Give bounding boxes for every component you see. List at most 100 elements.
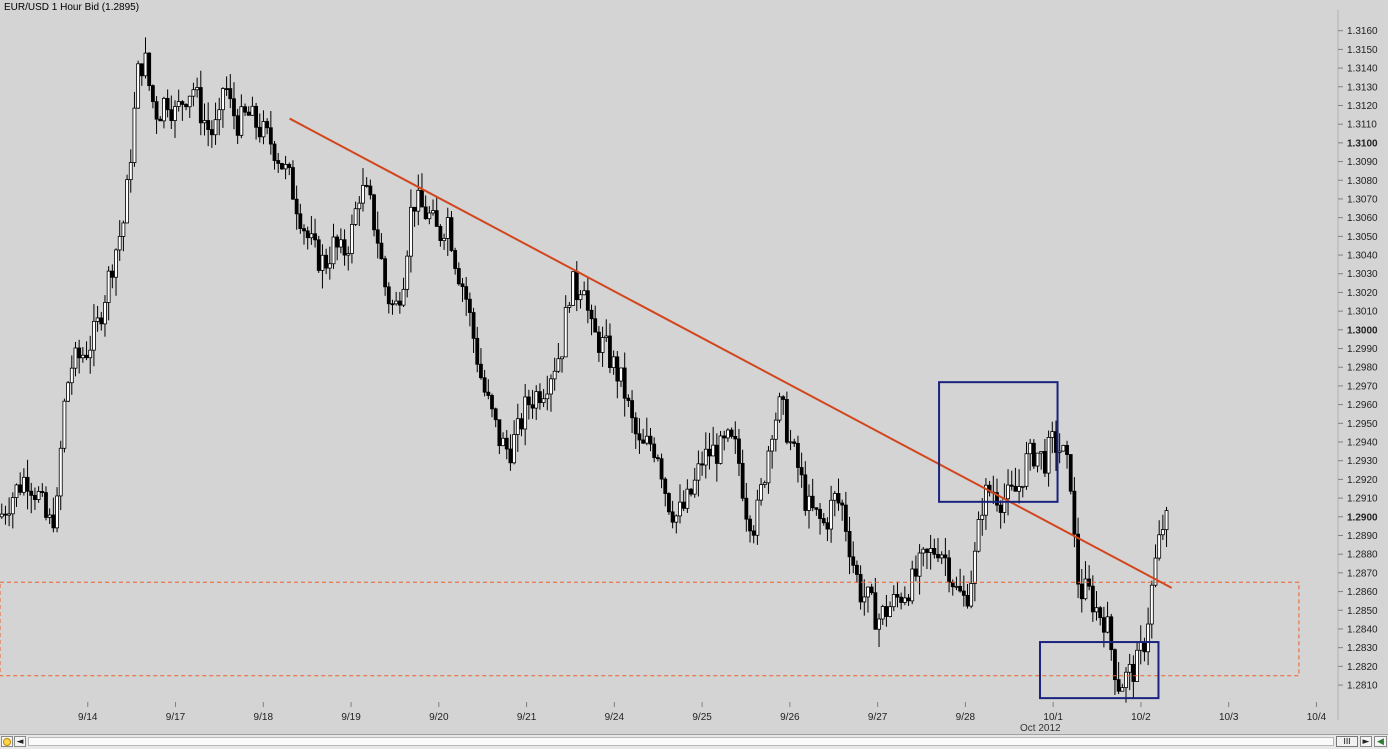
candle-body bbox=[132, 107, 137, 163]
candle-body bbox=[840, 502, 845, 506]
x-tick-label: 9/17 bbox=[166, 712, 186, 723]
candle-body bbox=[512, 434, 517, 464]
candle-body bbox=[213, 119, 218, 136]
candle-body bbox=[88, 349, 93, 359]
candle-body bbox=[372, 194, 376, 231]
x-tick-label: 10/4 bbox=[1307, 712, 1327, 723]
candle-body bbox=[1024, 453, 1029, 487]
scroll-left-button[interactable]: ◄ bbox=[14, 736, 26, 747]
fast-forward-icon[interactable]: ◀ bbox=[1374, 736, 1387, 747]
candle-body bbox=[501, 437, 505, 447]
candle-body bbox=[652, 443, 657, 458]
support-zone-box bbox=[0, 581, 1300, 677]
candle-body bbox=[807, 495, 811, 511]
candle-body bbox=[77, 347, 82, 359]
candle-body bbox=[18, 484, 23, 493]
candle-body bbox=[353, 208, 358, 225]
candle-body bbox=[92, 321, 96, 351]
candle-body bbox=[843, 504, 848, 532]
y-tick-label: 1.3120 bbox=[1347, 101, 1378, 112]
candle-body bbox=[243, 106, 247, 113]
candle-body bbox=[836, 493, 841, 504]
candle-body bbox=[198, 87, 203, 124]
candle-body bbox=[1017, 486, 1022, 492]
candle-body bbox=[515, 418, 520, 435]
candle-body bbox=[560, 356, 564, 360]
candle-body bbox=[99, 317, 104, 325]
candle-body bbox=[995, 492, 999, 506]
candle-body bbox=[895, 594, 900, 598]
candle-body bbox=[346, 253, 351, 256]
candle-body bbox=[707, 448, 712, 457]
y-tick-label: 1.3000 bbox=[1347, 325, 1378, 336]
candle-body bbox=[1109, 616, 1114, 651]
candle-body bbox=[294, 198, 299, 215]
candle-body bbox=[1120, 687, 1125, 692]
candle-body bbox=[891, 594, 896, 608]
candle-body bbox=[596, 331, 601, 353]
candle-body bbox=[703, 448, 708, 466]
candle-body bbox=[858, 574, 863, 603]
candle-body bbox=[1002, 498, 1007, 513]
y-tick-label: 1.3130 bbox=[1347, 82, 1378, 93]
candle-body bbox=[66, 382, 71, 402]
candle-body bbox=[884, 606, 889, 617]
candle-body bbox=[456, 268, 461, 285]
candle-body bbox=[534, 391, 539, 409]
candle-body bbox=[409, 206, 413, 257]
candle-body bbox=[1083, 578, 1088, 600]
candle-body bbox=[342, 239, 347, 256]
highlight-box bbox=[938, 381, 1059, 503]
candle-body bbox=[21, 476, 26, 493]
candle-body bbox=[692, 479, 697, 495]
y-tick-label: 1.3090 bbox=[1347, 157, 1378, 168]
scroll-thumb[interactable]: III bbox=[1336, 736, 1358, 747]
candle-body bbox=[250, 105, 255, 116]
chart-scrollbar[interactable]: ◄ III ► ◀ bbox=[0, 734, 1388, 749]
candle-body bbox=[552, 370, 557, 380]
candle-body bbox=[268, 127, 273, 145]
candle-body bbox=[958, 585, 963, 592]
candle-body bbox=[497, 419, 502, 447]
candle-body bbox=[678, 501, 682, 517]
y-tick-label: 1.2960 bbox=[1347, 400, 1378, 411]
candle-body bbox=[700, 463, 705, 466]
candle-body bbox=[493, 408, 498, 421]
candle-body bbox=[265, 121, 270, 129]
candle-body bbox=[611, 356, 616, 368]
candle-body bbox=[397, 300, 402, 306]
candle-body bbox=[877, 618, 881, 630]
candle-body bbox=[939, 554, 944, 559]
candle-body bbox=[84, 354, 89, 359]
rewind-icon[interactable] bbox=[1, 736, 13, 747]
candle-body bbox=[593, 318, 598, 333]
candle-body bbox=[1131, 663, 1136, 682]
candle-body bbox=[954, 585, 959, 588]
candle-body bbox=[556, 358, 561, 372]
candle-body bbox=[490, 395, 494, 410]
candle-body bbox=[585, 290, 590, 311]
x-tick-label: 10/1 bbox=[1043, 712, 1063, 723]
candle-body bbox=[829, 499, 834, 530]
y-tick-label: 1.3100 bbox=[1347, 138, 1378, 149]
candle-body bbox=[1157, 534, 1162, 559]
y-tick-label: 1.3080 bbox=[1347, 176, 1378, 187]
candle-body bbox=[567, 304, 572, 308]
y-tick-label: 1.2910 bbox=[1347, 494, 1378, 505]
candle-body bbox=[589, 309, 594, 320]
candle-body bbox=[479, 363, 483, 379]
candle-body bbox=[943, 554, 948, 559]
scroll-right-button[interactable]: ► bbox=[1360, 736, 1372, 747]
candle-body bbox=[667, 493, 671, 513]
candle-body bbox=[873, 592, 878, 630]
candle-body bbox=[998, 504, 1003, 513]
candle-body bbox=[394, 300, 399, 305]
candle-body bbox=[471, 312, 476, 339]
candle-body bbox=[633, 417, 638, 435]
candle-body bbox=[880, 606, 885, 620]
candle-body bbox=[143, 52, 148, 77]
candle-body bbox=[1079, 583, 1084, 600]
candle-body bbox=[10, 497, 15, 515]
scroll-track[interactable] bbox=[28, 737, 1334, 746]
